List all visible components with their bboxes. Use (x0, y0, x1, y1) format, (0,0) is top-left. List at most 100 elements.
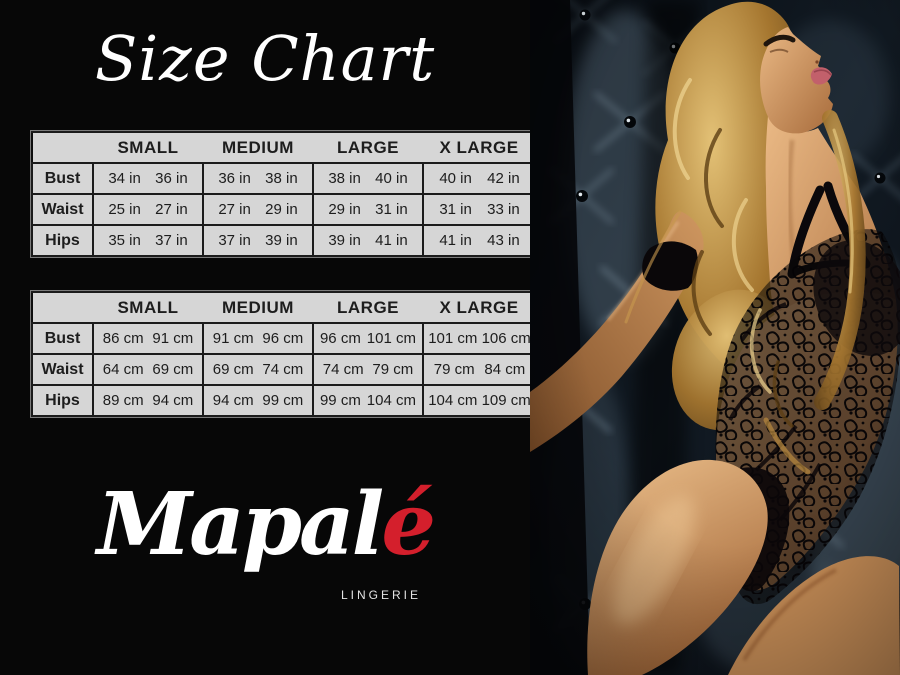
row-label: Bust (31, 162, 94, 195)
measurement-value: 25 in (108, 201, 141, 218)
measurement-value: 31 in (439, 201, 472, 218)
column-header: SMALL (93, 291, 203, 324)
measurement-value: 101 cm (366, 330, 416, 347)
measurement-cell: 74 cm 79 cm (312, 353, 424, 386)
measurement-value: 84 cm (484, 361, 526, 378)
row-label: Bust (31, 322, 94, 355)
model-photo (530, 0, 900, 675)
row-label: Waist (31, 353, 94, 386)
measurement-value: 109 cm (481, 392, 531, 409)
measurement-value: 96 cm (319, 330, 361, 347)
column-header: LARGE (313, 291, 423, 324)
measurement-value: 36 in (218, 170, 251, 187)
measurement-value: 40 in (439, 170, 472, 187)
measurement-cell: 35 in 37 in (92, 224, 204, 257)
measurement-cell: 37 in 39 in (202, 224, 314, 257)
measurement-cell: 29 in 31 in (312, 193, 424, 226)
measurement-value: 106 cm (481, 330, 531, 347)
measurement-value: 27 in (218, 201, 251, 218)
table-row: Hips 35 in 37 in 37 in 39 in 39 in 41 in 41 in 4… (31, 224, 537, 257)
measurement-value: 41 in (439, 232, 472, 249)
measurement-value: 91 cm (152, 330, 194, 347)
measurement-value: 33 in (487, 201, 520, 218)
measurement-value: 69 cm (152, 361, 194, 378)
brand-logo-script: Mapal (96, 474, 384, 575)
measurement-value: 38 in (265, 170, 298, 187)
left-panel: Size Chart SMALL MEDIUM LARGE X LARGE Bust 3… (30, 22, 538, 602)
measurement-value: 31 in (375, 201, 408, 218)
measurement-cell: 69 cm 74 cm (202, 353, 314, 386)
measurement-value: 79 cm (433, 361, 475, 378)
corner-cell (32, 131, 93, 164)
measurement-value: 36 in (155, 170, 188, 187)
measurement-value: 94 cm (212, 392, 254, 409)
measurement-value: 104 cm (366, 392, 416, 409)
table-row: Bust 86 cm 91 cm 91 cm 96 cm 96 cm 101 cm 101 c… (31, 322, 537, 355)
column-header: MEDIUM (203, 131, 313, 164)
page-title: Size Chart (94, 22, 436, 95)
measurement-value: 99 cm (319, 392, 361, 409)
measurement-cell: 91 cm 96 cm (202, 322, 314, 355)
measurement-value: 34 in (108, 170, 141, 187)
measurement-value: 29 in (265, 201, 298, 218)
size-table-centimeters: SMALL MEDIUM LARGE X LARGE Bust 86 cm 91 cm 91… (30, 290, 538, 418)
measurement-value: 37 in (218, 232, 251, 249)
measurement-cell: 40 in 42 in (422, 162, 537, 195)
brand-logo-accent: é (381, 474, 436, 575)
size-table-inches-body: Bust 34 in 36 in 36 in 38 in 38 in 40 in 40 in 4… (31, 162, 537, 257)
size-table-inches: SMALL MEDIUM LARGE X LARGE Bust 34 in 36 in 36… (30, 130, 538, 258)
measurement-value: 35 in (108, 232, 141, 249)
measurement-value: 37 in (155, 232, 188, 249)
measurement-value: 101 cm (428, 330, 478, 347)
size-table-centimeters-header: SMALL MEDIUM LARGE X LARGE (32, 291, 536, 324)
measurement-value: 39 in (328, 232, 361, 249)
table-row: Waist 25 in 27 in 27 in 29 in 29 in 31 in 31 in… (31, 193, 537, 226)
measurement-value: 42 in (487, 170, 520, 187)
measurement-cell: 34 in 36 in (92, 162, 204, 195)
measurement-value: 38 in (328, 170, 361, 187)
measurement-value: 27 in (155, 201, 188, 218)
measurement-value: 94 cm (152, 392, 194, 409)
corner-cell (32, 291, 93, 324)
table-row: Waist 64 cm 69 cm 69 cm 74 cm 74 cm 79 cm 79 cm… (31, 353, 537, 386)
header-row: SMALL MEDIUM LARGE X LARGE (32, 131, 536, 164)
column-header: SMALL (93, 131, 203, 164)
measurement-cell: 39 in 41 in (312, 224, 424, 257)
measurement-value: 89 cm (102, 392, 144, 409)
size-table-inches-header: SMALL MEDIUM LARGE X LARGE (32, 131, 536, 164)
measurement-value: 64 cm (102, 361, 144, 378)
measurement-value: 43 in (487, 232, 520, 249)
measurement-value: 91 cm (212, 330, 254, 347)
measurement-cell: 38 in 40 in (312, 162, 424, 195)
column-header: X LARGE (423, 131, 536, 164)
measurement-value: 69 cm (212, 361, 254, 378)
measurement-value: 40 in (375, 170, 408, 187)
photo-vignette (530, 0, 900, 675)
measurement-cell: 86 cm 91 cm (92, 322, 204, 355)
measurement-cell: 36 in 38 in (202, 162, 314, 195)
measurement-cell: 25 in 27 in (92, 193, 204, 226)
measurement-value: 96 cm (262, 330, 304, 347)
measurement-value: 99 cm (262, 392, 304, 409)
measurement-cell: 96 cm 101 cm (312, 322, 424, 355)
measurement-cell: 94 cm 99 cm (202, 384, 314, 417)
measurement-cell: 89 cm 94 cm (92, 384, 204, 417)
column-header: X LARGE (423, 291, 536, 324)
measurement-cell: 31 in 33 in (422, 193, 537, 226)
measurement-value: 79 cm (372, 361, 414, 378)
measurement-cell: 101 cm 106 cm (422, 322, 537, 355)
measurement-cell: 79 cm 84 cm (422, 353, 537, 386)
column-header: LARGE (313, 131, 423, 164)
measurement-cell: 27 in 29 in (202, 193, 314, 226)
table-row: Hips 89 cm 94 cm 94 cm 99 cm 99 cm 104 cm 104 c… (31, 384, 537, 417)
size-table-centimeters-body: Bust 86 cm 91 cm 91 cm 96 cm 96 cm 101 cm 101 c… (31, 322, 537, 417)
measurement-cell: 41 in 43 in (422, 224, 537, 257)
measurement-cell: 104 cm 109 cm (422, 384, 537, 417)
measurement-value: 104 cm (428, 392, 478, 409)
measurement-value: 29 in (328, 201, 361, 218)
table-row: Bust 34 in 36 in 36 in 38 in 38 in 40 in 40 in 4… (31, 162, 537, 195)
row-label: Hips (31, 224, 94, 257)
measurement-value: 74 cm (262, 361, 304, 378)
measurement-value: 41 in (375, 232, 408, 249)
brand-subtitle: LINGERIE (340, 588, 421, 602)
